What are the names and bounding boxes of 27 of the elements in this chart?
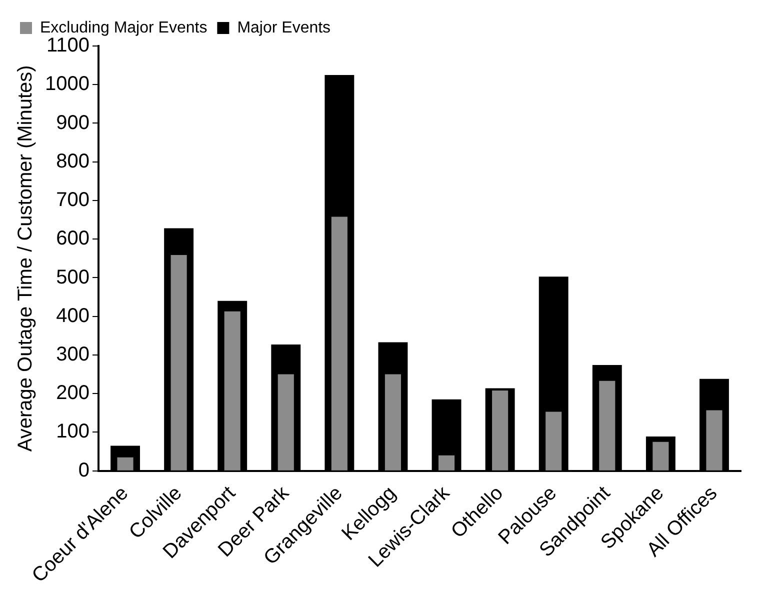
y-tick-label: 800 [56, 150, 90, 172]
bar [599, 380, 616, 470]
y-tick-label: 300 [56, 343, 90, 366]
y-axis-title: Average Outage Time / Customer (Minutes) [14, 65, 37, 452]
y-tick-label: 900 [56, 112, 90, 134]
bar [278, 374, 294, 470]
bar [438, 455, 455, 470]
y-tick-label: 700 [56, 189, 90, 212]
y-tick-label: 100 [56, 420, 90, 443]
y-tick-label: 500 [56, 266, 90, 288]
bar [117, 457, 134, 470]
y-tick-label: 0 [78, 459, 90, 482]
bar [492, 390, 508, 470]
y-tick-label: 200 [56, 382, 90, 404]
bar [384, 374, 402, 470]
y-tick-label: 1000 [44, 73, 90, 96]
bar [224, 311, 240, 470]
y-tick-label: 400 [56, 304, 90, 327]
legend-label: Excluding Major Events [40, 19, 208, 36]
bar [546, 412, 562, 470]
y-tick-label: 1100 [46, 34, 90, 57]
bar [652, 442, 669, 470]
bar [170, 254, 187, 470]
bar [331, 216, 348, 470]
legend-label: Major Events [237, 19, 331, 36]
bar [706, 410, 722, 470]
y-tick-label: 600 [56, 228, 90, 250]
